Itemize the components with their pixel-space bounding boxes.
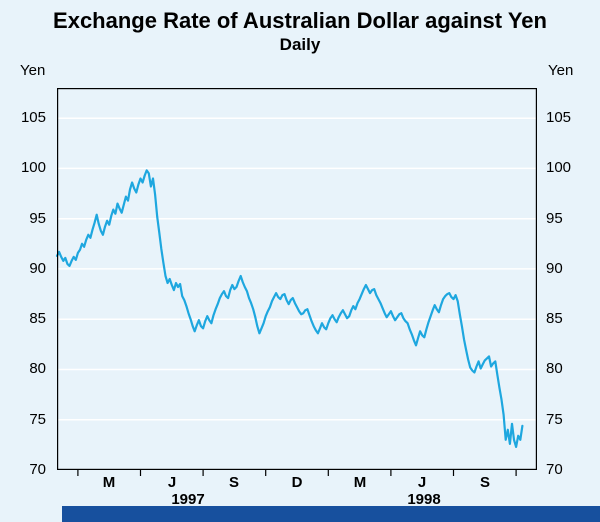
x-axis-month-label: S [228, 474, 240, 491]
exchange-rate-line [55, 169, 524, 448]
y-axis-tick-label-right: 75 [546, 411, 563, 428]
y-axis-tick-label-right: 100 [546, 159, 572, 176]
plot-frame [57, 88, 537, 470]
y-axis-tick-label-right: 95 [546, 210, 563, 227]
y-axis-tick-label-right: 90 [546, 260, 563, 277]
x-axis-month-label: J [417, 474, 427, 491]
y-axis-tick-label-left: 100 [20, 159, 46, 176]
line-chart-plot-area [55, 88, 537, 476]
y-axis-tick-label-left: 105 [20, 109, 46, 126]
y-axis-tick-label-right: 85 [546, 310, 563, 327]
y-axis-tick-label-left: 95 [29, 210, 46, 227]
y-axis-tick-label-right: 70 [546, 461, 563, 478]
y-axis-tick-label-right: 105 [546, 109, 572, 126]
x-axis-year-label: 1997 [171, 491, 205, 508]
y-axis-unit-right: Yen [548, 62, 574, 79]
x-axis-year-label: 1998 [407, 491, 441, 508]
y-axis-tick-label-left: 70 [29, 461, 46, 478]
chart-subtitle: Daily [279, 35, 321, 54]
y-axis-tick-label-left: 85 [29, 310, 46, 327]
x-axis-month-label: S [479, 474, 491, 491]
y-axis-tick-label-right: 80 [546, 360, 563, 377]
x-axis-month-label: M [102, 474, 116, 491]
y-axis-tick-label-left: 75 [29, 411, 46, 428]
x-axis-month-label: D [291, 474, 303, 491]
y-axis-tick-label-left: 90 [29, 260, 46, 277]
footer-bar [62, 506, 600, 522]
y-axis-tick-label-left: 80 [29, 360, 46, 377]
x-axis-month-label: M [353, 474, 367, 491]
x-axis-month-label: J [167, 474, 177, 491]
chart-title: Exchange Rate of Australian Dollar again… [53, 8, 547, 33]
y-axis-unit-left: Yen [20, 62, 46, 79]
